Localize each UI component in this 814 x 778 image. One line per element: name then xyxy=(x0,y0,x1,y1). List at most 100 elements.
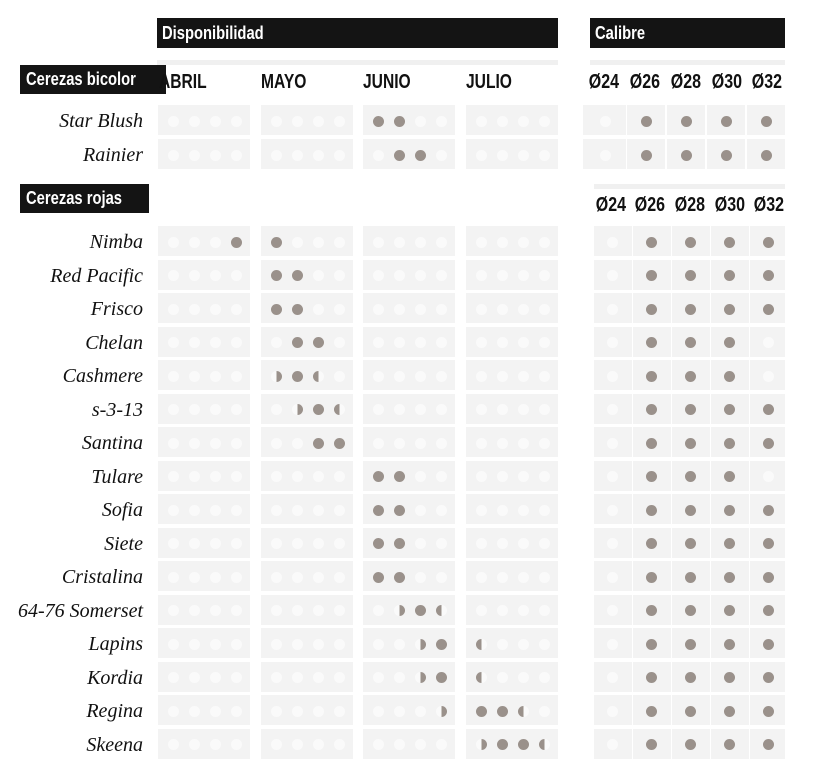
empty-dot xyxy=(393,739,405,750)
caliber-dot xyxy=(723,705,735,717)
availability-dot xyxy=(393,471,405,482)
caliber-dot xyxy=(684,672,696,683)
availability-dot xyxy=(270,370,282,382)
empty-dot xyxy=(209,638,221,650)
empty-dot xyxy=(167,471,179,482)
availability-dot xyxy=(435,672,447,683)
empty-dot xyxy=(333,638,345,650)
variety-name: Cashmere xyxy=(62,365,143,387)
empty-dot xyxy=(606,303,618,315)
month-label-april: ABRIL xyxy=(159,71,207,93)
empty-dot xyxy=(291,149,303,161)
empty-dot xyxy=(312,538,324,549)
empty-dot xyxy=(517,236,529,248)
caliber-dot xyxy=(645,672,657,683)
empty-dot xyxy=(414,370,426,382)
caliber-dot xyxy=(645,303,657,315)
availability-dot xyxy=(393,538,405,549)
availability-dot xyxy=(393,504,405,516)
variety-name: Skeena xyxy=(86,733,143,756)
empty-dot xyxy=(167,404,179,415)
empty-dot xyxy=(312,739,324,750)
empty-dot xyxy=(538,705,550,717)
availability-dot xyxy=(270,236,282,248)
empty-dot xyxy=(188,337,200,348)
caliber-dot xyxy=(645,538,657,549)
empty-dot xyxy=(312,571,324,583)
section-label-red: Cerezas rojas xyxy=(20,184,150,213)
empty-dot xyxy=(435,538,447,549)
empty-dot xyxy=(496,303,508,315)
caliber-dot xyxy=(723,571,735,583)
empty-dot xyxy=(496,404,508,415)
caliber-label-32: Ø32 xyxy=(753,194,785,216)
empty-dot xyxy=(167,605,179,616)
empty-dot xyxy=(475,370,487,382)
empty-dot xyxy=(230,739,242,750)
empty-dot xyxy=(414,538,426,549)
empty-dot xyxy=(291,605,303,616)
empty-dot xyxy=(167,270,179,281)
empty-dot xyxy=(517,370,529,382)
empty-dot xyxy=(291,471,303,482)
empty-dot xyxy=(167,672,179,683)
caliber-dot xyxy=(762,739,774,750)
empty-dot xyxy=(435,270,447,281)
empty-dot xyxy=(167,149,179,161)
empty-dot xyxy=(475,471,487,482)
empty-dot xyxy=(414,404,426,415)
empty-dot xyxy=(372,605,384,616)
empty-dot xyxy=(270,638,282,650)
availability-dot xyxy=(414,605,426,616)
availability-dot xyxy=(475,739,487,750)
empty-dot xyxy=(209,538,221,549)
caliber-label-24: Ø24 xyxy=(595,194,627,216)
empty-dot xyxy=(188,504,200,516)
empty-dot xyxy=(599,115,611,127)
empty-dot xyxy=(188,115,200,127)
empty-dot xyxy=(230,370,242,382)
empty-dot xyxy=(167,571,179,583)
empty-dot xyxy=(538,571,550,583)
empty-dot xyxy=(270,437,282,449)
variety-name: 64-76 Somerset xyxy=(18,599,143,622)
caliber-dot xyxy=(723,370,735,382)
caliber-dot xyxy=(723,303,735,315)
empty-dot xyxy=(188,404,200,415)
empty-dot xyxy=(393,303,405,315)
caliber-dot xyxy=(684,337,696,348)
variety-name: Chelan xyxy=(85,331,143,354)
empty-dot xyxy=(475,337,487,348)
empty-dot xyxy=(312,236,324,248)
empty-dot xyxy=(538,115,550,127)
empty-dot xyxy=(188,571,200,583)
empty-dot xyxy=(517,404,529,415)
caliber-dot xyxy=(723,404,735,415)
empty-dot xyxy=(230,538,242,549)
caliber-label-32: Ø32 xyxy=(751,71,783,93)
empty-dot xyxy=(230,149,242,161)
empty-dot xyxy=(312,149,324,161)
empty-dot xyxy=(538,337,550,348)
empty-dot xyxy=(270,705,282,717)
empty-dot xyxy=(291,115,303,127)
availability-dot xyxy=(291,404,303,415)
availability-dot xyxy=(312,337,324,348)
empty-dot xyxy=(475,437,487,449)
variety-name: Regina xyxy=(86,700,143,722)
empty-dot xyxy=(517,149,529,161)
empty-dot xyxy=(496,149,508,161)
availability-dot xyxy=(414,149,426,161)
empty-dot xyxy=(188,270,200,281)
variety-name: Cristalina xyxy=(61,566,143,588)
empty-dot xyxy=(209,337,221,348)
empty-dot xyxy=(291,638,303,650)
availability-dot xyxy=(435,638,447,650)
empty-dot xyxy=(496,236,508,248)
empty-dot xyxy=(517,437,529,449)
empty-dot xyxy=(496,437,508,449)
availability-dot xyxy=(333,437,345,449)
empty-dot xyxy=(606,471,618,482)
empty-dot xyxy=(291,672,303,683)
empty-dot xyxy=(435,571,447,583)
